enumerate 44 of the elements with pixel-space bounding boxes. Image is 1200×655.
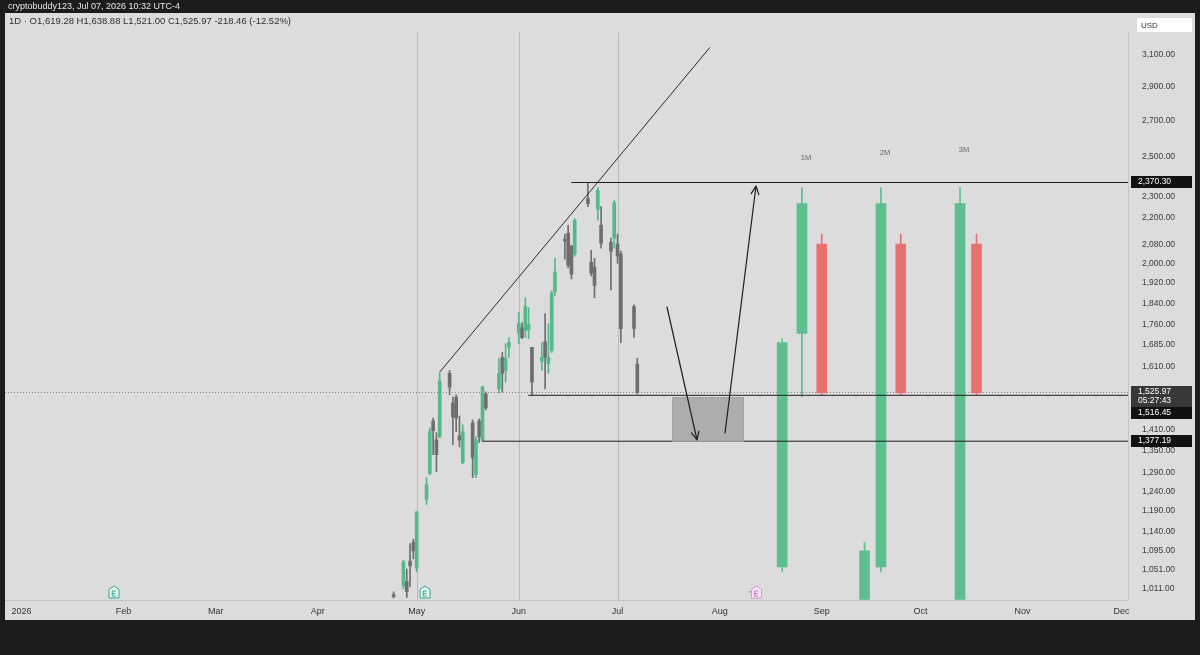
y-tick-label: 1,920.00 bbox=[1142, 277, 1176, 288]
y-tick-label: 1,095.00 bbox=[1142, 544, 1176, 555]
x-tick-label: Oct bbox=[913, 605, 929, 616]
y-tick-label: 1,760.00 bbox=[1142, 318, 1176, 329]
ref-line-label: 1,525.97 05:27:43 bbox=[1138, 386, 1172, 406]
y-tick-label: 1,685.00 bbox=[1142, 339, 1176, 350]
y-tick-label: 2,300.00 bbox=[1142, 191, 1176, 202]
candlestick bbox=[609, 237, 613, 291]
x-tick-label: Jul bbox=[611, 605, 624, 616]
y-tick-label: 1,350.00 bbox=[1142, 445, 1176, 456]
x-tick-label: Nov bbox=[1014, 605, 1032, 616]
y-tick-label: 1,011.00 bbox=[1142, 582, 1175, 593]
candlestick bbox=[539, 342, 544, 371]
series-label: 1,377.19 bbox=[1138, 435, 1172, 446]
x-tick-label: Apr bbox=[310, 605, 325, 616]
x-tick-label: Jun bbox=[511, 605, 527, 616]
x-tick-label: Aug bbox=[711, 605, 728, 616]
series-label: 1,516.45 bbox=[1138, 407, 1172, 418]
x-tick-label: 2026 bbox=[11, 605, 32, 616]
y-tick-label: 1,190.00 bbox=[1142, 505, 1176, 516]
y-tick-label: 2,200.00 bbox=[1142, 212, 1176, 223]
x-tick-label: Mar bbox=[208, 605, 224, 616]
x-tick-label: Dec bbox=[1113, 605, 1130, 616]
text: cryptobuddy123, Jul 07, 2026 10:32 UTC-4 bbox=[8, 1, 181, 11]
y-tick-label: 1,410.00 bbox=[1142, 424, 1176, 435]
y-tick-label: 2,900.00 bbox=[1142, 80, 1176, 91]
y-tick-label: 1,610.00 bbox=[1142, 361, 1176, 372]
y-tick-label: 2,500.00 bbox=[1142, 151, 1176, 162]
x-tick-label: Feb bbox=[115, 605, 132, 616]
y-tick-label: 1,051.00 bbox=[1142, 564, 1176, 575]
y-tick-label: 3,100.00 bbox=[1142, 48, 1176, 59]
y-tick-label: 1,140.00 bbox=[1142, 525, 1176, 536]
y-tick-label: 2,080.00 bbox=[1142, 239, 1176, 250]
x-tick-label: May bbox=[408, 605, 426, 616]
series-label: 2,370.30 bbox=[1138, 176, 1172, 187]
y-tick-label: 1,240.00 bbox=[1142, 485, 1176, 496]
y-tick-label: 1,840.00 bbox=[1142, 297, 1176, 308]
y-tick-label: 1,290.00 bbox=[1142, 466, 1176, 477]
y-tick-label: 2,000.00 bbox=[1142, 257, 1176, 268]
y-tick-label: 2,700.00 bbox=[1142, 114, 1176, 125]
candlestick bbox=[543, 313, 547, 390]
x-tick-label: Sep bbox=[813, 605, 830, 616]
chart-title: 1D · O1,619.28 H1,638.88 L1,521.00 C1,525.97 -218.46 (-12.52%) bbox=[9, 14, 292, 26]
y-axis-title: USD bbox=[1141, 20, 1159, 30]
